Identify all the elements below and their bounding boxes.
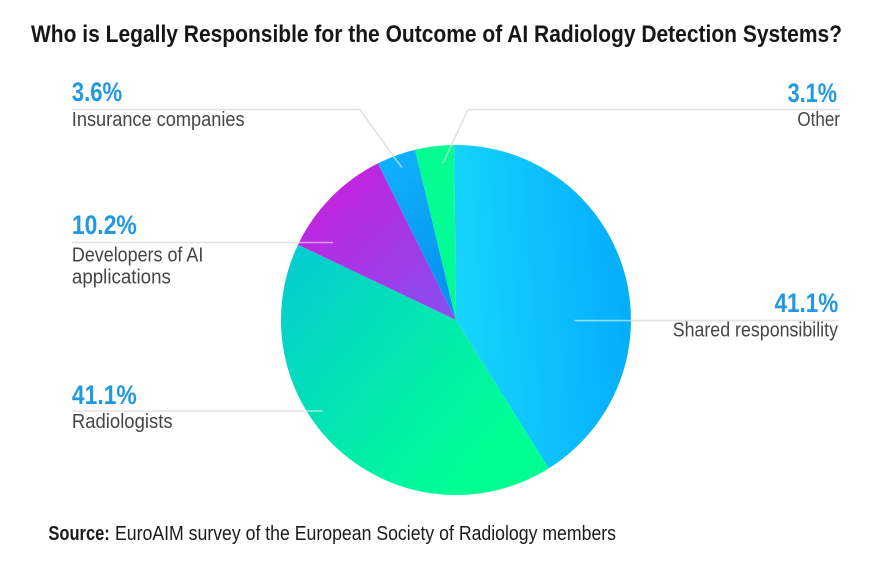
svg-text:Who is Legally Responsible for: Who is Legally Responsible for the Outco… (31, 21, 842, 48)
svg-text:3.6%: 3.6% (72, 77, 122, 107)
svg-text:Developers of AI: Developers of AI (72, 244, 203, 266)
svg-text:Other: Other (797, 109, 840, 131)
svg-text:3.1%: 3.1% (788, 78, 837, 108)
svg-text:Source:EuroAIM survey of the E: Source: EuroAIM survey of the European So… (48, 523, 616, 545)
svg-text:applications: applications (72, 267, 171, 289)
svg-text:Insurance companies: Insurance companies (72, 109, 245, 131)
svg-text:41.1%: 41.1% (72, 380, 137, 410)
svg-text:41.1%: 41.1% (775, 288, 839, 318)
svg-text:Shared responsibility: Shared responsibility (673, 320, 838, 342)
svg-text:Radiologists: Radiologists (72, 411, 173, 433)
svg-text:10.2%: 10.2% (72, 210, 137, 240)
